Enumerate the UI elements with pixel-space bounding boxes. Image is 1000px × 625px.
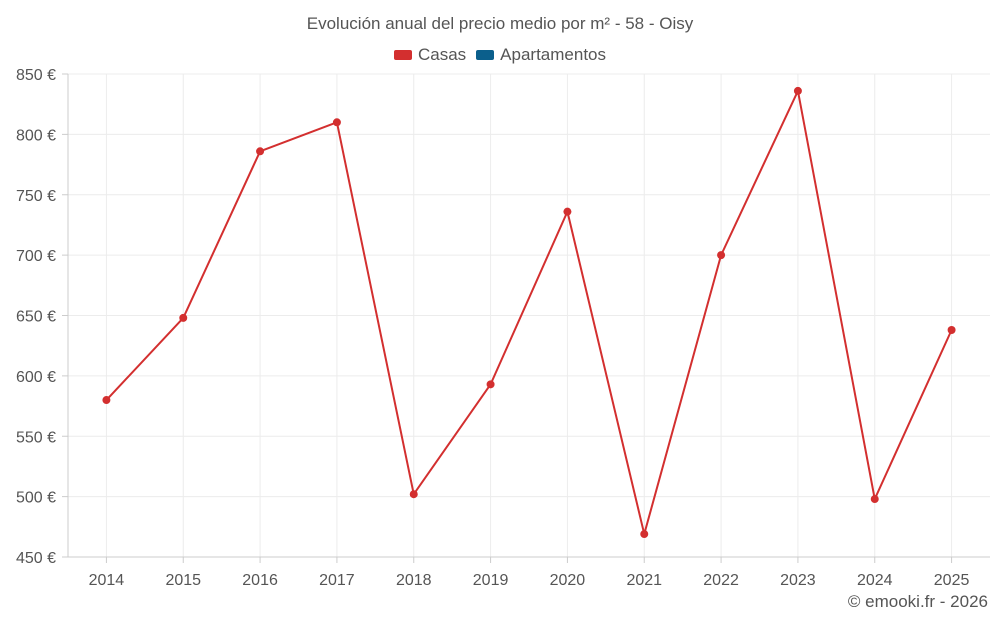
data-point [563,207,572,216]
x-tick-label: 2017 [319,572,355,589]
x-tick-label: 2014 [89,572,125,589]
legend-swatch-casas [393,50,412,60]
y-tick-label: 750 € [16,188,56,205]
data-point [870,495,879,504]
x-tick-label: 2022 [703,572,739,589]
x-tick-label: 2018 [396,572,432,589]
chart-title: Evolución anual del precio medio por m² … [306,14,694,33]
x-tick-label: 2016 [242,572,278,589]
data-point [793,86,802,95]
data-point [332,118,341,127]
legend-item-casas[interactable]: Casas [393,45,467,65]
legend-item-apartamentos[interactable]: Apartamentos [476,45,606,65]
y-tick-label: 450 € [16,550,56,567]
series-line-casas [105,89,953,536]
x-tick-label: 2019 [473,572,509,589]
x-tick-label: 2021 [626,572,662,589]
credit: © emooki.fr - 2026 [847,592,988,611]
x-tick-label: 2025 [934,572,970,589]
data-point [486,380,495,389]
data-point [717,251,726,260]
data-point [179,313,188,322]
x-tick-label: 2015 [165,572,201,589]
y-tick-label: 500 € [16,490,56,507]
y-tick-label: 700 € [16,248,56,265]
data-point [409,490,418,499]
legend: Casas Apartamentos [0,45,1000,65]
y-tick-label: 600 € [16,369,56,386]
legend-label-casas: Casas [417,45,467,64]
legend-swatch-apartamentos [476,50,495,60]
data-point [256,147,265,156]
data-point [102,396,111,405]
legend-label-apartamentos: Apartamentos [500,45,607,64]
x-tick-label: 2023 [780,572,816,589]
data-point [947,325,956,334]
x-tick-label: 2020 [550,572,586,589]
x-tick-label: 2024 [857,572,893,589]
y-tick-label: 550 € [16,429,56,446]
y-tick-label: 650 € [16,309,56,326]
y-tick-label: 800 € [16,127,56,144]
data-point [640,530,649,539]
y-tick-label: 850 € [16,67,56,84]
